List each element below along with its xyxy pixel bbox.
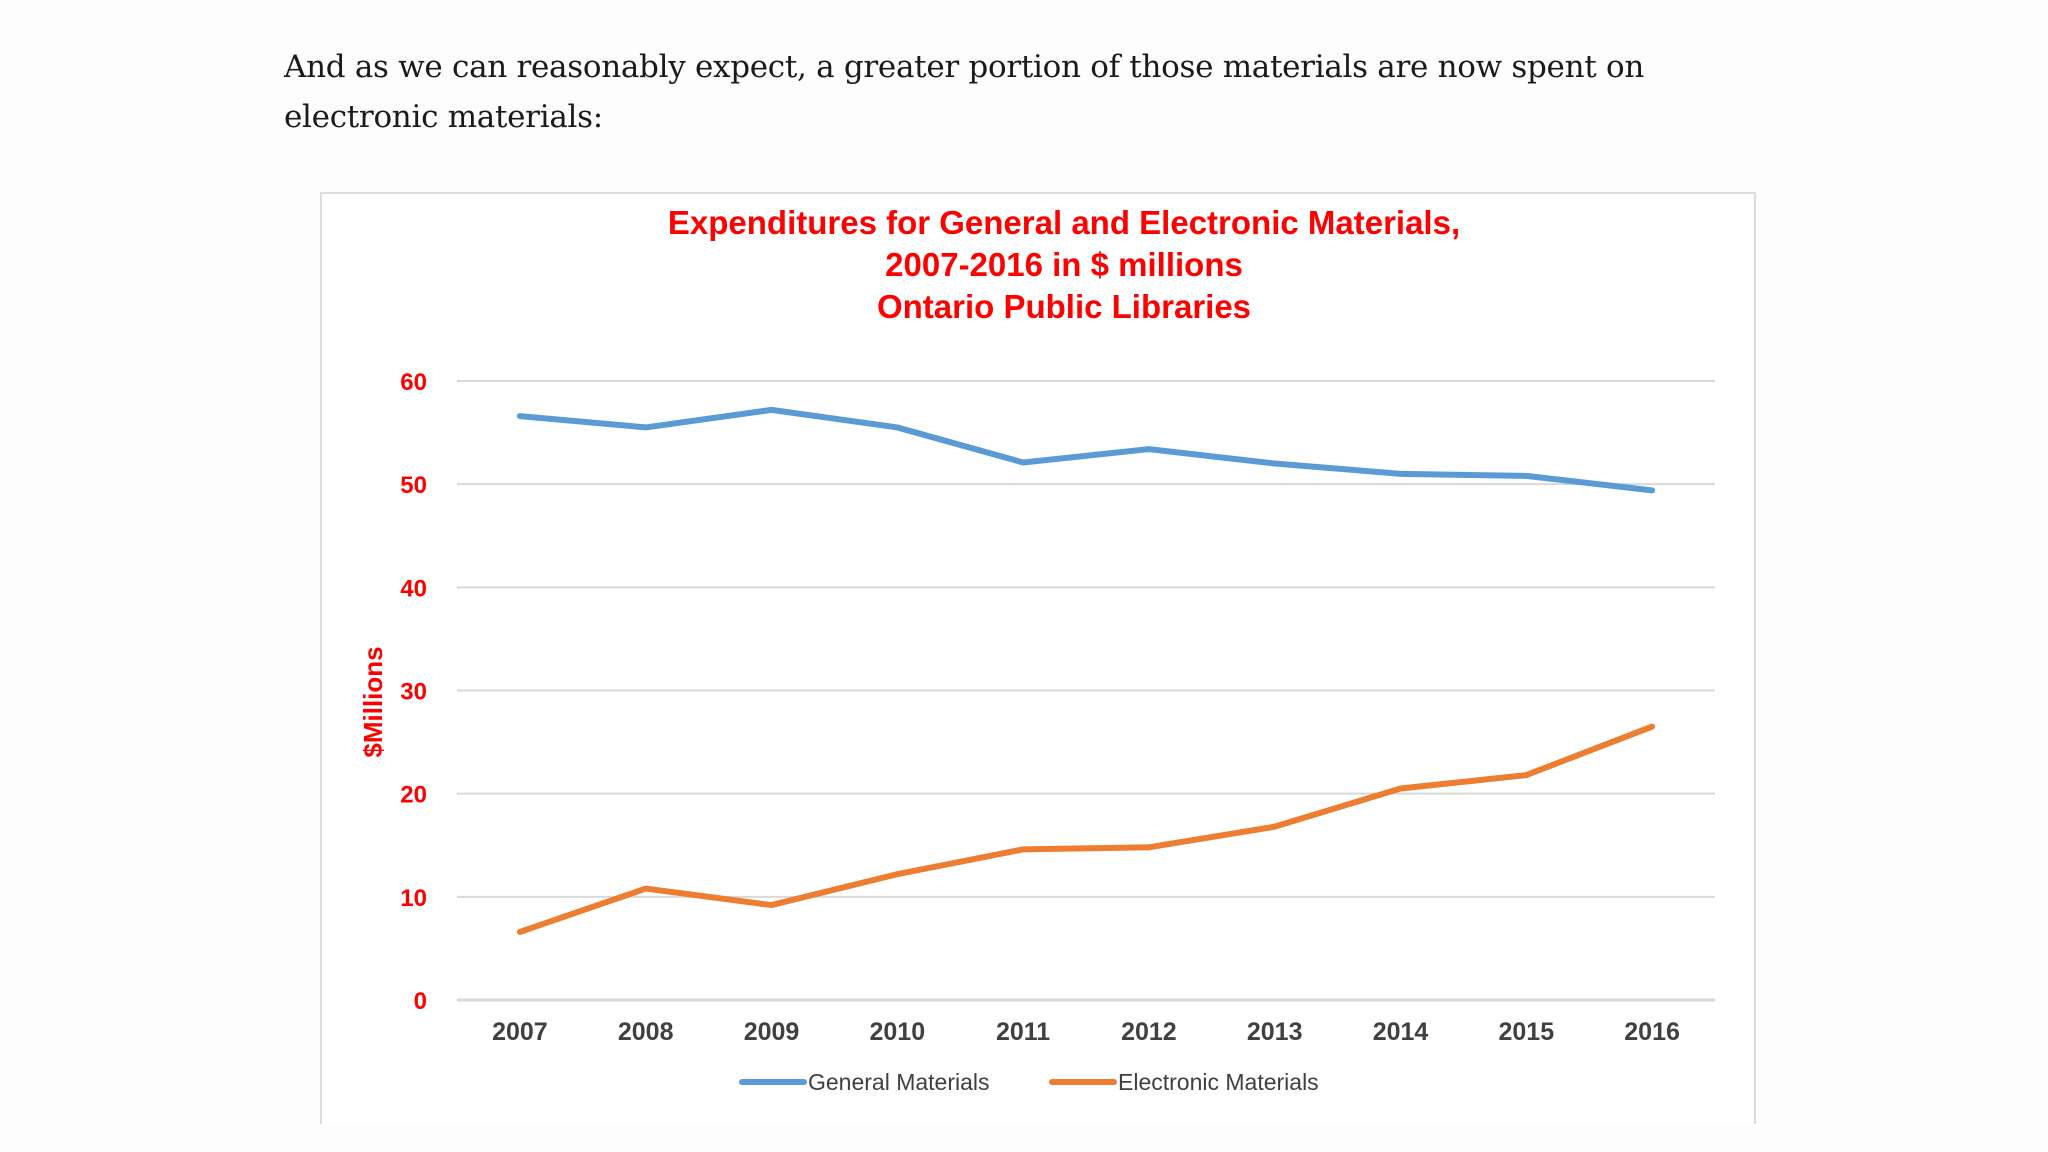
y-tick-label: 30 — [400, 679, 427, 706]
gridlines — [457, 380, 1715, 1002]
legend-label-general-materials: General Materials — [808, 1069, 990, 1095]
x-tick-label: 2013 — [1247, 1018, 1303, 1046]
x-tick-label: 2007 — [492, 1018, 548, 1046]
x-tick-label: 2009 — [744, 1018, 800, 1046]
chart-title: Expenditures for General and Electronic … — [668, 204, 1460, 325]
series-line-electronic-materials — [516, 723, 1656, 935]
series-lines — [516, 406, 1656, 935]
y-axis-ticks: 0 10 20 30 40 50 60 — [400, 369, 427, 1015]
legend: General Materials Electronic Materials — [739, 1069, 1319, 1095]
x-axis-ticks: 2007 2008 2009 2010 2011 2012 2013 2014 2015 2016 — [492, 1018, 1680, 1046]
chart-container: Expenditures for General and Electronic … — [320, 192, 1756, 1124]
intro-paragraph: And as we can reasonably expect, a great… — [284, 49, 1644, 135]
x-tick-label: 2014 — [1373, 1018, 1429, 1046]
y-tick-label: 10 — [400, 885, 427, 912]
y-tick-label: 50 — [400, 472, 427, 499]
series-line-general-materials — [516, 406, 1656, 494]
line-chart: Expenditures for General and Electronic … — [358, 204, 1715, 1095]
y-axis-label: $Millions — [358, 646, 388, 757]
legend-label-electronic-materials: Electronic Materials — [1118, 1069, 1319, 1095]
y-tick-label: 20 — [400, 782, 427, 809]
y-tick-label: 60 — [400, 369, 427, 396]
x-tick-label: 2016 — [1624, 1018, 1680, 1046]
x-tick-label: 2008 — [618, 1018, 674, 1046]
x-tick-label: 2012 — [1121, 1018, 1177, 1046]
chart-title-line-2: 2007-2016 in $ millions — [885, 246, 1243, 283]
x-tick-label: 2015 — [1498, 1018, 1554, 1046]
chart-title-line-3: Ontario Public Libraries — [877, 288, 1251, 325]
y-tick-label: 0 — [414, 988, 427, 1015]
x-tick-label: 2011 — [996, 1018, 1050, 1046]
y-tick-label: 40 — [400, 575, 427, 602]
x-tick-label: 2010 — [869, 1018, 925, 1046]
chart-title-line-1: Expenditures for General and Electronic … — [668, 204, 1460, 241]
